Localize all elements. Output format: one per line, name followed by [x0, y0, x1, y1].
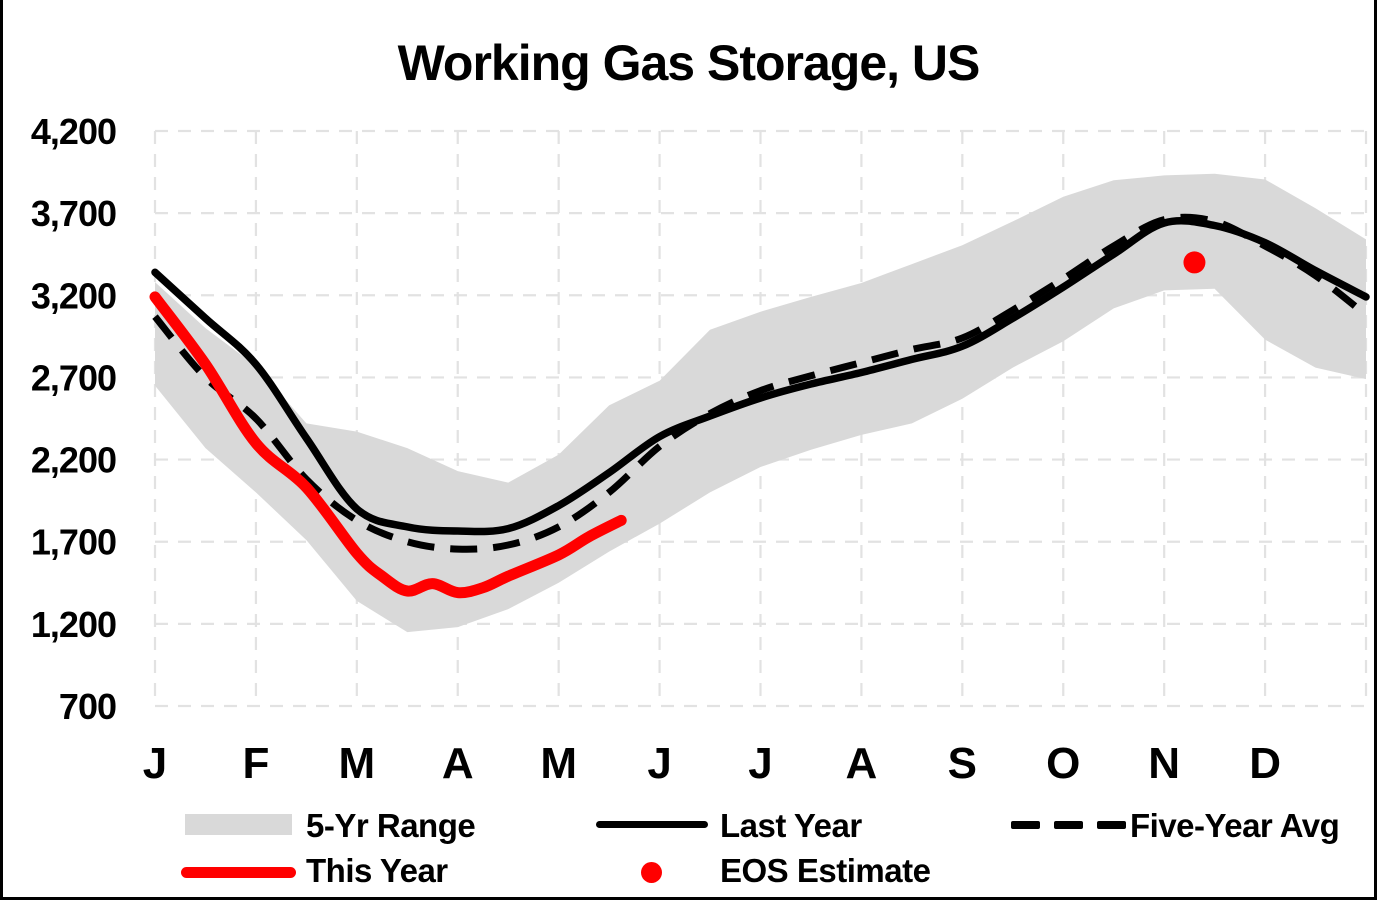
this-year-line [149, 291, 627, 599]
legend-label-eos-estimate: EOS Estimate [720, 852, 931, 889]
legend-swatch-last-year [596, 821, 708, 828]
legend-swatch-this-year [181, 867, 296, 878]
chart-canvas: 700 1,200 1,700 2,200 2,700 3,200 3,700 4,200 J F… [31, 111, 1370, 788]
x-tick-label: J [647, 739, 671, 788]
x-tick-label: O [1046, 739, 1080, 788]
x-tick-label: J [748, 739, 772, 788]
legend-label-5yr-range: 5-Yr Range [306, 807, 476, 844]
x-tick-label: M [540, 739, 577, 788]
x-tick-label: D [1249, 739, 1281, 788]
x-tick-label: J [143, 739, 167, 788]
x-tick-label: F [242, 739, 269, 788]
legend-swatch-five-year-avg-dash [1054, 821, 1083, 829]
legend-swatch-five-year-avg-dash [1011, 821, 1040, 829]
y-tick-label: 1,700 [31, 522, 116, 563]
y-tick-label: 3,200 [31, 275, 116, 316]
y-tick-label: 2,200 [31, 440, 116, 481]
legend-label-five-year-avg: Five-Year Avg [1130, 807, 1340, 844]
x-tick-label: S [948, 739, 977, 788]
x-tick-label: M [339, 739, 376, 788]
range-band [155, 173, 1366, 633]
last-year-line [151, 217, 1370, 536]
eos-estimate-dot [1183, 251, 1206, 274]
legend-label-last-year: Last Year [720, 807, 862, 844]
x-tick-label: N [1148, 739, 1180, 788]
y-axis-labels: 700 1,200 1,700 2,200 2,700 3,200 3,700 4,200 [31, 111, 117, 727]
legend-swatch-5yr-range [185, 814, 292, 835]
legend-label-this-year: This Year [306, 852, 448, 889]
y-tick-label: 1,200 [31, 604, 116, 645]
x-tick-label: A [442, 739, 474, 788]
legend-swatch-eos-estimate [641, 862, 662, 883]
y-tick-label: 4,200 [31, 111, 116, 152]
chart-title: Working Gas Storage, US [397, 35, 981, 91]
legend-swatch-five-year-avg-dash [1097, 821, 1126, 829]
y-tick-label: 3,700 [31, 193, 116, 234]
y-tick-label: 700 [59, 686, 116, 727]
y-tick-label: 2,700 [31, 357, 116, 398]
x-tick-label: A [846, 739, 878, 788]
